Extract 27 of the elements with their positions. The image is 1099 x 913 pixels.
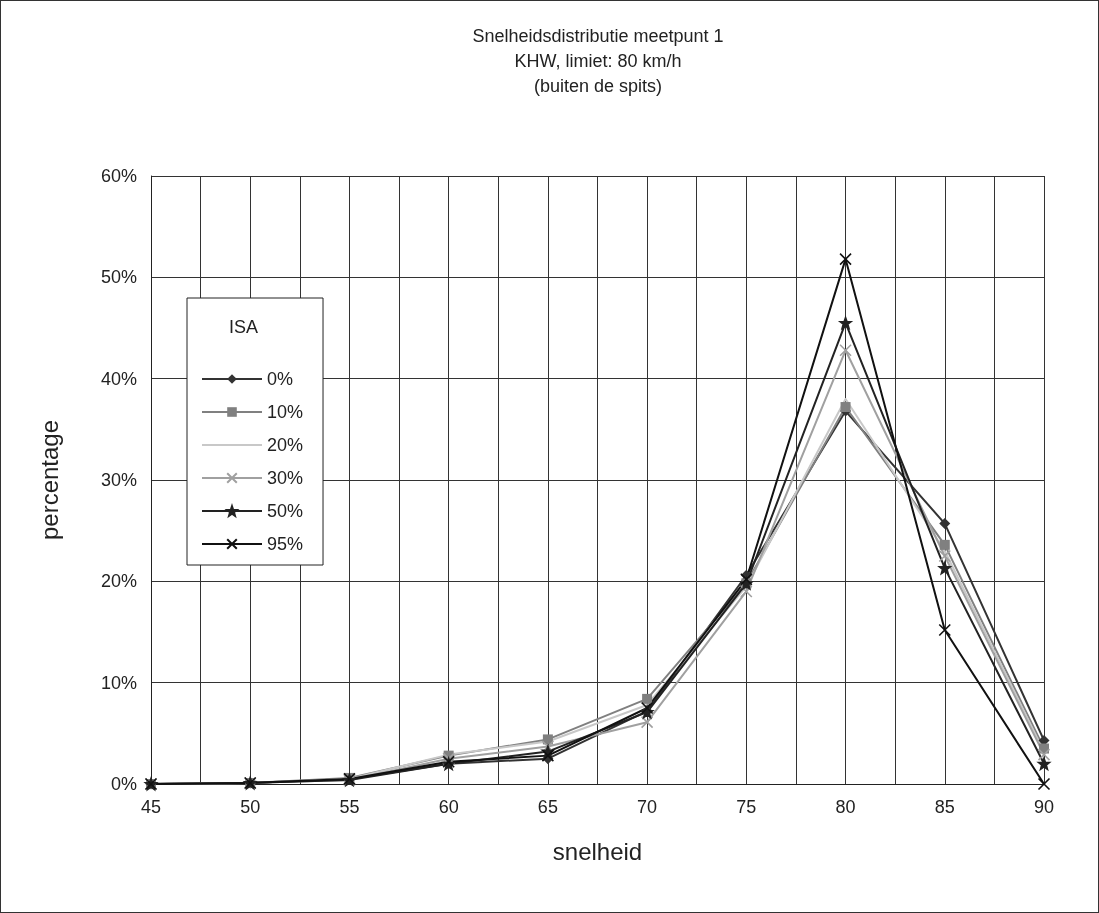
x-tick-label: 90 <box>1033 797 1055 817</box>
x-tick-label: 60 <box>438 797 459 817</box>
y-tick-label: 20% <box>100 571 137 592</box>
legend-label: 20% <box>267 435 304 455</box>
y-tick-label: 50% <box>100 267 137 288</box>
x-tick-label: 85 <box>934 797 955 817</box>
legend-label: 0% <box>267 369 294 389</box>
legend-title: ISA <box>229 317 259 337</box>
y-tick-label: 60% <box>100 166 137 186</box>
legend-label: 95% <box>267 534 304 554</box>
chart-title: Snelheidsdistributie meetpunt 1 KHW, limiet: 80 km/h (buiten de spits) <box>472 25 724 96</box>
y-tick-label: 10% <box>100 672 137 693</box>
x-tick-label: 45 <box>140 797 162 817</box>
x-tick-label: 65 <box>537 797 558 817</box>
y-tick-label: 30% <box>100 470 137 490</box>
x-axis-title: snelheid <box>552 837 643 865</box>
y-tick-label: 0% <box>110 774 137 794</box>
x-tick-label: 50 <box>240 797 261 817</box>
x-tick-label: 70 <box>637 797 658 817</box>
legend-label: 10% <box>267 402 304 422</box>
x-tick-label: 75 <box>736 797 757 817</box>
y-axis-title: percentage <box>35 419 63 541</box>
x-tick-label: 80 <box>835 797 856 817</box>
x-tick-label: 55 <box>339 797 360 817</box>
y-tick-label: 40% <box>100 368 137 389</box>
legend-label: 50% <box>267 501 304 521</box>
legend-label: 30% <box>267 468 304 488</box>
